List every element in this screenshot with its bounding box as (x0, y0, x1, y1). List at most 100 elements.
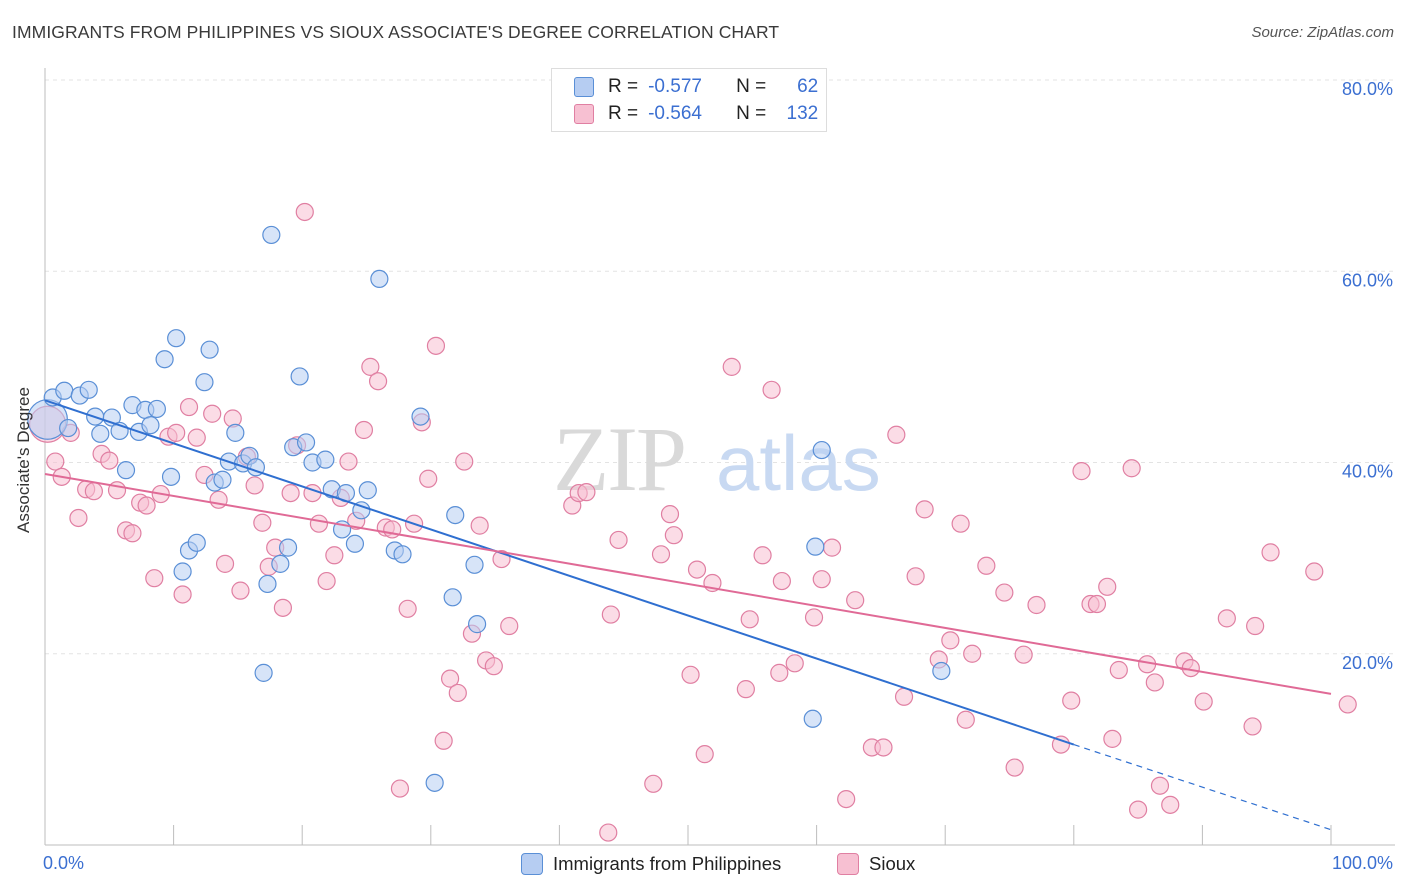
bottom-legend-sioux: Sioux (837, 851, 915, 877)
y-tick-labels: 20.0% 40.0% 60.0% 80.0% (1342, 79, 1393, 673)
sioux-point (253, 513, 272, 532)
sioux-point (295, 202, 314, 222)
sioux-point (455, 452, 474, 471)
philippines-point (812, 440, 831, 460)
sioux-point (137, 496, 156, 515)
sioux-point (145, 569, 164, 588)
sioux-point (426, 336, 446, 355)
sioux-point (753, 546, 772, 565)
sioux-point (173, 585, 192, 604)
sioux-point (906, 567, 925, 586)
philippines-point (79, 380, 98, 399)
legend-swatch-pink (574, 104, 594, 124)
sioux-point (1305, 562, 1324, 581)
philippines-point (296, 433, 316, 452)
gridlines (45, 79, 1395, 655)
philippines-point (262, 225, 281, 245)
sioux-point (609, 530, 628, 550)
y-tick-label: 60.0% (1342, 270, 1393, 290)
x-tick-label: 0.0% (43, 853, 84, 873)
sioux-point (1243, 717, 1262, 736)
sioux-point (187, 428, 206, 447)
sioux-point (1246, 616, 1265, 636)
sioux-point (398, 599, 417, 618)
legend-n-value: 132 (786, 103, 819, 124)
philippines-point (187, 533, 206, 552)
philippines-point (446, 505, 465, 525)
sioux-point (837, 789, 856, 809)
axes (44, 68, 1395, 846)
sioux-point (440, 669, 460, 688)
philippines-point (226, 423, 245, 442)
sioux-points (28, 202, 1357, 842)
bottom-legend-label: Immigrants from Philippines (553, 853, 782, 874)
sioux-point (874, 738, 893, 757)
y-tick-label: 20.0% (1342, 653, 1393, 673)
legend-n-value: 62 (797, 76, 819, 97)
philippines-point (116, 461, 136, 480)
sioux-point (951, 514, 970, 533)
philippines-point (55, 381, 74, 400)
sioux-point (434, 731, 453, 750)
sioux-point (736, 680, 755, 699)
y-tick-label: 80.0% (1342, 79, 1393, 99)
sioux-point (963, 644, 982, 663)
chart-title: IMMIGRANTS FROM PHILIPPINES VS SIOUX ASS… (12, 22, 780, 42)
philippines-point (443, 588, 462, 607)
philippines-point (278, 538, 298, 557)
sioux-point (1027, 595, 1046, 615)
philippines-point (258, 574, 277, 594)
sioux-point (179, 397, 199, 417)
sioux-point (368, 372, 388, 391)
sioux-point (664, 526, 683, 545)
sioux-point (69, 508, 88, 528)
sioux-point (1103, 729, 1122, 748)
sioux-point (644, 774, 663, 793)
sioux-trend-line (44, 472, 1332, 695)
y-tick-label: 40.0% (1342, 462, 1393, 482)
philippines-point (200, 340, 219, 359)
sioux-point (601, 605, 620, 624)
bottom-legend-label: Sioux (869, 853, 916, 874)
sioux-point (500, 616, 519, 636)
sioux-point (1109, 660, 1128, 680)
philippines-point (141, 416, 160, 435)
sioux-point (281, 484, 300, 503)
sioux-point (325, 546, 344, 565)
sioux-point (681, 665, 700, 684)
philippines-point (59, 418, 78, 438)
philippines-points (27, 225, 951, 792)
sioux-point (956, 710, 975, 729)
philippines-point (806, 537, 825, 556)
sioux-point (1014, 645, 1033, 664)
sioux-point (1128, 800, 1148, 819)
philippines-point (195, 373, 214, 392)
philippines-point (254, 663, 273, 682)
sioux-point (772, 571, 791, 591)
sioux-point (1005, 758, 1024, 777)
philippines-point (932, 661, 951, 681)
sioux-point (770, 663, 789, 682)
trend-lines (44, 399, 1332, 831)
sioux-point (722, 357, 741, 376)
sioux-point (167, 423, 186, 442)
philippines-point (393, 545, 412, 564)
sioux-point (651, 545, 671, 564)
sioux-point (273, 598, 293, 617)
sioux-point (1194, 692, 1213, 711)
sioux-point (484, 657, 503, 676)
sioux-point (317, 571, 336, 591)
sioux-point (46, 452, 65, 471)
sioux-point (390, 779, 410, 798)
philippines-point (345, 534, 365, 553)
sioux-point (1338, 695, 1357, 714)
philippines-point (155, 350, 174, 369)
sioux-point (599, 823, 618, 842)
philippines-point (411, 407, 430, 426)
sioux-point (822, 538, 842, 557)
legend-r-value: -0.564 (648, 103, 702, 124)
legend-row-sioux: R = -0.564 N = 132 (552, 101, 818, 127)
legend-n-label: N = (736, 76, 767, 97)
philippines-point (465, 555, 484, 574)
